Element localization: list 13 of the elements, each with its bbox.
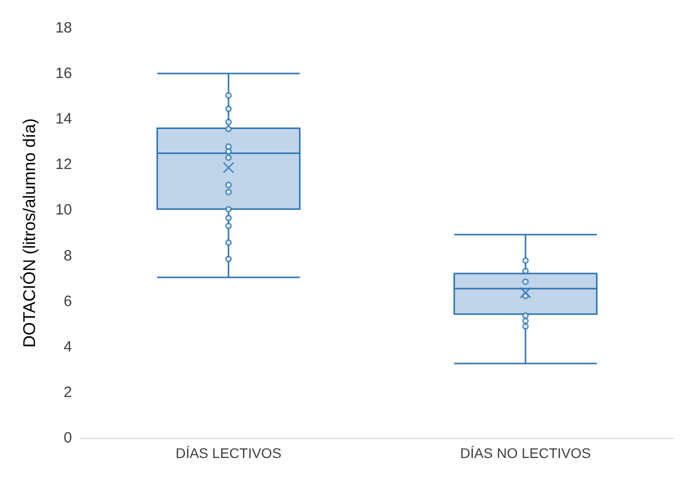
y-axis-title: DOTACIÓN (litros/alumno día)	[20, 118, 39, 348]
y-tick-label: 16	[55, 65, 72, 82]
y-tick-label: 10	[55, 202, 72, 219]
y-tick-label: 0	[64, 430, 72, 446]
x-tick-label: DÍAS NO LECTIVOS	[460, 445, 591, 461]
y-tick-label: 8	[64, 247, 72, 264]
y-tick-label: 6	[64, 292, 72, 310]
y-tick-label: 4	[64, 338, 72, 356]
y-tick-label: 2	[64, 384, 72, 401]
y-tick-label: 18	[55, 20, 72, 36]
y-tick-label: 12	[55, 156, 72, 174]
y-tick-label: 14	[55, 110, 72, 128]
x-tick-label: DÍAS LECTIVOS	[176, 445, 282, 461]
